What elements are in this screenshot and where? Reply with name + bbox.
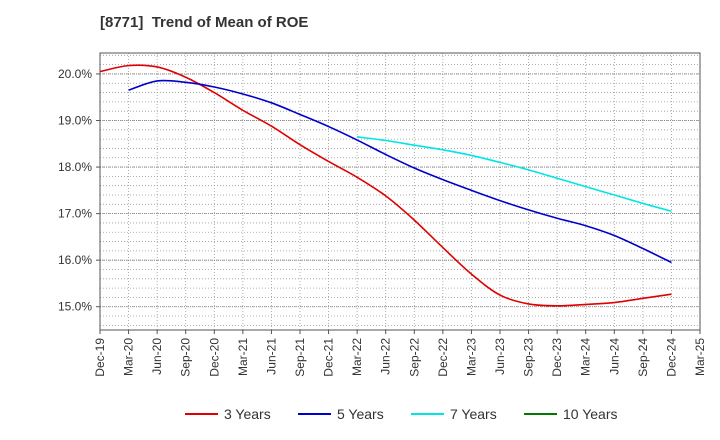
x-tick-label: Jun-20 xyxy=(150,338,164,375)
x-tick-label: Dec-21 xyxy=(322,338,336,377)
x-tick-label: Mar-22 xyxy=(350,338,364,376)
chart-title: [8771] Trend of Mean of ROE xyxy=(100,14,309,31)
legend-label: 3 Years xyxy=(224,406,271,422)
x-tick-label: Jun-22 xyxy=(379,338,393,375)
x-tick-label: Mar-24 xyxy=(579,338,593,376)
y-tick-label: 17.0% xyxy=(58,207,92,221)
grid-lines xyxy=(100,53,700,330)
x-tick-label: Mar-23 xyxy=(464,338,478,376)
legend-label: 5 Years xyxy=(337,406,384,422)
series-line-7-years xyxy=(357,136,672,213)
x-tick-label: Sep-20 xyxy=(179,338,193,377)
x-tick-label: Jun-23 xyxy=(493,338,507,375)
legend-label: 7 Years xyxy=(450,406,497,422)
x-tick-label: Mar-20 xyxy=(122,338,136,376)
y-tick-label: 16.0% xyxy=(58,253,92,267)
x-tick-label: Dec-23 xyxy=(550,338,564,377)
x-tick-label: Jun-21 xyxy=(264,338,278,375)
x-tick-label: Jun-24 xyxy=(607,338,621,375)
series-line-5-years xyxy=(128,79,672,264)
legend-label: 10 Years xyxy=(563,406,618,422)
x-tick-label: Dec-19 xyxy=(93,338,107,377)
plot-frame xyxy=(99,52,701,331)
y-tick-label: 19.0% xyxy=(58,114,92,128)
y-tick-label: 15.0% xyxy=(58,300,92,314)
x-tick-label: Mar-21 xyxy=(236,338,250,376)
x-tick-label: Dec-22 xyxy=(436,338,450,377)
x-tick-label: Sep-21 xyxy=(293,338,307,377)
y-axis-ticks: 15.0% 16.0% 17.0% 18.0% 19.0% 20.0% xyxy=(58,67,100,314)
y-tick-label: 18.0% xyxy=(58,160,92,174)
x-tick-label: Sep-22 xyxy=(407,338,421,377)
series-lines xyxy=(99,64,672,307)
series-line-3-years xyxy=(99,64,672,307)
x-tick-label: Dec-20 xyxy=(207,338,221,377)
x-axis-ticks: Dec-19 Mar-20 Jun-20 Sep-20 Dec-20 Mar-21 Jun-… xyxy=(93,330,707,377)
x-tick-label: Mar-25 xyxy=(693,338,707,376)
legend: 3 Years 5 Years 7 Years 10 Years xyxy=(185,406,618,422)
x-tick-label: Sep-24 xyxy=(636,338,650,377)
x-tick-label: Sep-23 xyxy=(522,338,536,377)
x-tick-label: Dec-24 xyxy=(664,338,678,377)
y-tick-label: 20.0% xyxy=(58,67,92,81)
